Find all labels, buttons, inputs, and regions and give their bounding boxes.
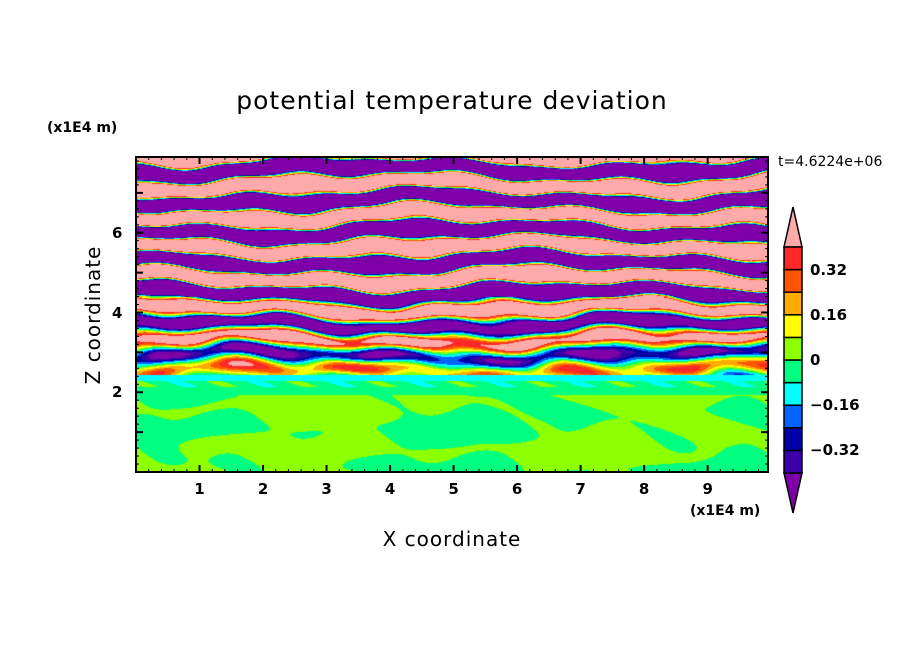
time-label: t=4.6224e+06 xyxy=(778,154,883,170)
x-tick-label: 3 xyxy=(321,480,332,498)
contour-field xyxy=(136,157,768,472)
x-tick-label: 2 xyxy=(257,480,269,498)
colorbar-bin xyxy=(783,381,803,406)
x-tick-label: 7 xyxy=(575,480,586,498)
colorbar-bin xyxy=(783,427,803,452)
colorbar-label: −0.16 xyxy=(810,396,860,415)
z-tick-label: 2 xyxy=(112,383,123,402)
colorbar-bin xyxy=(783,291,803,316)
x-axis-label: X coordinate xyxy=(382,527,522,551)
x-tick-label: 9 xyxy=(702,480,713,498)
x-tick-label: 8 xyxy=(638,480,650,498)
colorbar-label: 0.32 xyxy=(810,260,848,279)
z-tick-label: 6 xyxy=(112,223,123,242)
colorbar-bin xyxy=(783,268,803,293)
chart-title: potential temperature deviation xyxy=(236,86,668,115)
colorbar-bin xyxy=(783,336,803,361)
colorbar-under-triangle xyxy=(783,472,803,514)
colorbar-over-triangle xyxy=(783,206,803,248)
colorbar-label: 0.16 xyxy=(810,305,848,324)
x-tick-label: 1 xyxy=(194,480,205,498)
colorbar-bin xyxy=(783,246,803,271)
colorbar-label: 0 xyxy=(810,351,821,369)
colorbar-bin xyxy=(783,314,803,339)
z-axis-unit: (x1E4 m) xyxy=(47,120,118,136)
colorbar-bin xyxy=(783,404,803,429)
x-tick-label: 4 xyxy=(384,480,396,498)
colorbar-bin xyxy=(783,359,803,384)
z-tick-label: 4 xyxy=(112,303,123,322)
x-tick-label: 6 xyxy=(511,480,523,498)
colorbar-bin xyxy=(783,449,803,474)
colorbar-label: −0.32 xyxy=(810,441,860,460)
x-tick-label: 5 xyxy=(448,480,459,498)
x-axis-unit: (x1E4 m) xyxy=(690,503,761,519)
plot-frame xyxy=(135,156,769,473)
